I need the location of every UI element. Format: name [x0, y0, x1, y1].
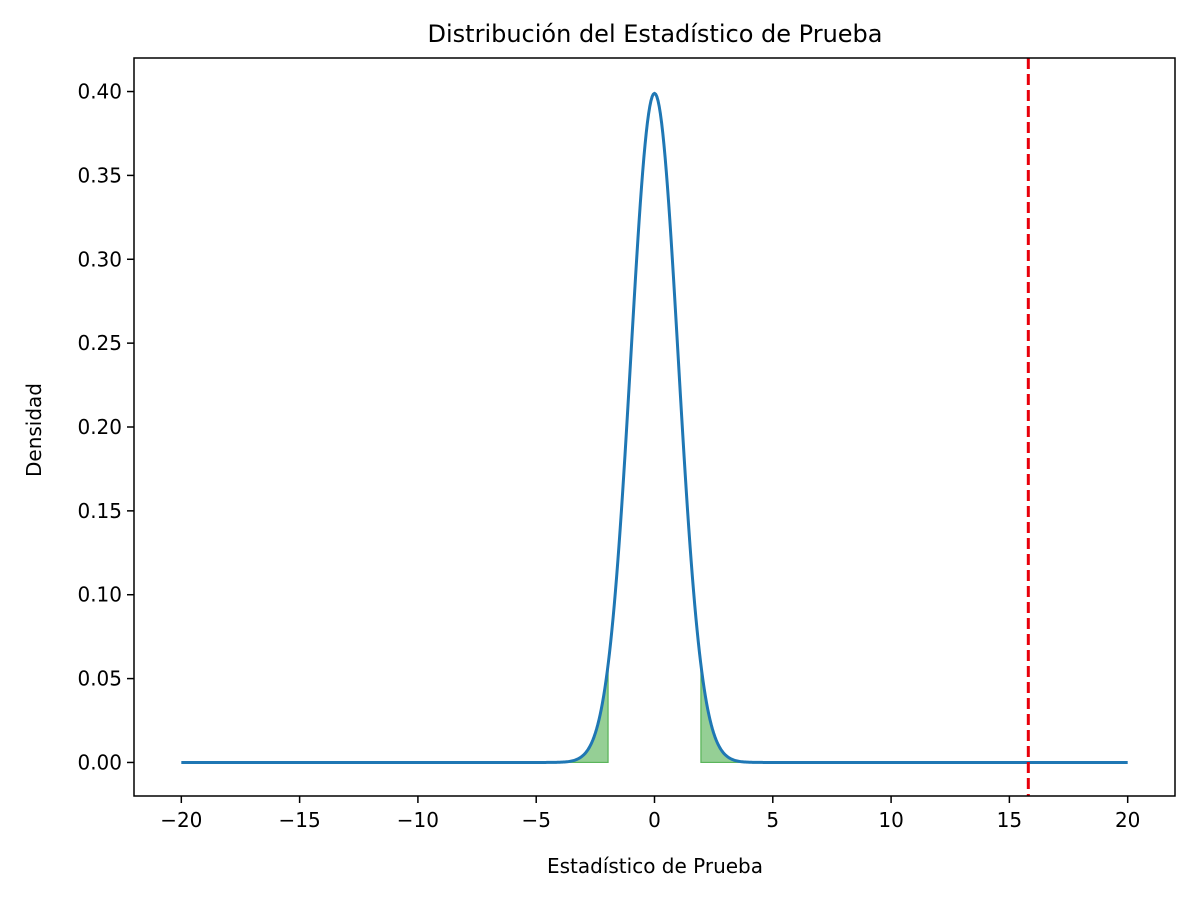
x-tick-label: −10 — [397, 808, 439, 832]
y-tick-label: 0.25 — [77, 331, 122, 355]
y-tick-label: 0.15 — [77, 499, 122, 523]
x-tick-label: 20 — [1115, 808, 1140, 832]
x-tick-label: −5 — [521, 808, 550, 832]
y-tick-label: 0.00 — [77, 750, 122, 774]
x-axis-label: Estadístico de Prueba — [547, 854, 763, 878]
x-tick-label: 0 — [648, 808, 661, 832]
x-axis-ticks: −20 −15 −10 −5 0 5 10 15 20 — [160, 796, 1140, 832]
x-tick-label: 10 — [878, 808, 903, 832]
y-axis-label: Densidad — [22, 383, 46, 477]
y-axis-ticks: 0.00 0.05 0.10 0.15 0.20 0.25 0.30 0.35 0.40 — [77, 80, 134, 774]
x-tick-label: −15 — [279, 808, 321, 832]
chart-title: Distribución del Estadístico de Prueba — [428, 20, 883, 48]
y-tick-label: 0.30 — [77, 247, 122, 271]
y-tick-label: 0.20 — [77, 415, 122, 439]
y-tick-label: 0.05 — [77, 667, 122, 691]
x-tick-label: −20 — [160, 808, 202, 832]
plot-area-frame — [133, 57, 1176, 797]
y-tick-label: 0.10 — [77, 583, 122, 607]
y-tick-label: 0.35 — [77, 163, 122, 187]
x-tick-label: 5 — [766, 808, 779, 832]
x-tick-label: 15 — [997, 808, 1022, 832]
series-line-1 — [181, 91, 1128, 764]
series-group — [181, 91, 1128, 764]
y-tick-label: 0.40 — [77, 80, 122, 104]
